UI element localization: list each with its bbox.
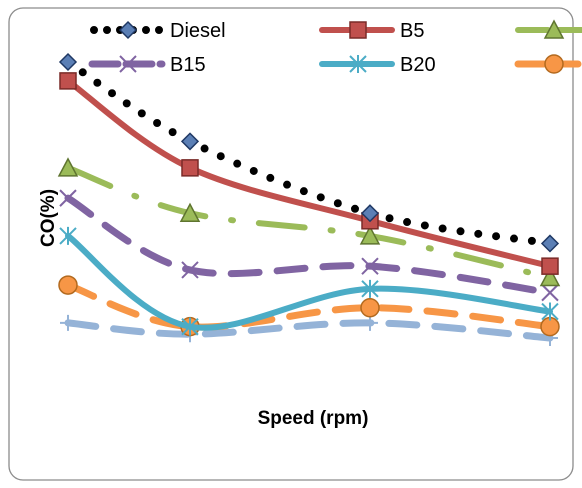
point-b10-2 xyxy=(179,202,201,222)
point-diesel-4 xyxy=(540,234,560,253)
legend-marker-b10 xyxy=(543,19,565,39)
series-layer xyxy=(57,52,561,346)
point-b15-4 xyxy=(541,283,559,302)
point-b20-4 xyxy=(541,302,559,321)
point-b20-3 xyxy=(361,279,379,298)
series-line-b10 xyxy=(65,164,553,281)
legend-item-b25: B25 xyxy=(514,54,582,74)
series-line-unnamed xyxy=(64,319,554,342)
legend-item-b20: B20 xyxy=(319,54,436,76)
point-b25-1 xyxy=(58,275,78,295)
point-b15-1 xyxy=(59,189,77,207)
legend-item-b10: B10 xyxy=(515,19,582,39)
legend-item-b5: B5 xyxy=(319,20,424,42)
legend-label-b20: B20 xyxy=(400,54,436,76)
legend-label-b5: B5 xyxy=(400,20,424,42)
legend-marker-b20 xyxy=(349,55,367,73)
legend-label-diesel: Diesel xyxy=(170,20,226,42)
legend-marker-b25 xyxy=(544,54,564,74)
chart-frame xyxy=(8,7,574,481)
series-diesel xyxy=(58,52,560,253)
point-unnamed-1 xyxy=(60,314,76,331)
y-axis-title: CO(%) xyxy=(38,189,59,247)
point-b10-3 xyxy=(359,225,381,245)
legend-marker-b15 xyxy=(119,55,137,73)
legend-label-b15: B15 xyxy=(170,54,206,76)
point-b20-1 xyxy=(59,226,77,245)
series-b5 xyxy=(59,72,559,275)
point-b5-2 xyxy=(181,159,199,177)
series-line-b25 xyxy=(64,281,554,331)
point-b25-3 xyxy=(360,298,380,318)
series-line-b5 xyxy=(65,77,553,270)
point-diesel-2 xyxy=(180,132,200,151)
point-b10-4 xyxy=(539,266,561,287)
series-b20 xyxy=(59,226,559,336)
series-line-b20 xyxy=(65,232,553,331)
point-diesel-1 xyxy=(58,52,78,72)
legend-item-b15: B15 xyxy=(88,54,206,76)
point-b15-3 xyxy=(361,257,379,275)
series-b25 xyxy=(58,275,560,337)
point-b10-1 xyxy=(57,157,79,177)
point-b15-2 xyxy=(181,261,199,279)
x-axis-title: Speed (rpm) xyxy=(258,408,369,429)
point-unnamed-3 xyxy=(362,314,378,331)
series-line-b15 xyxy=(64,194,554,297)
legend-item-diesel: Diesel xyxy=(90,20,226,42)
legend: Diesel B5 B10 B15 B20 B25 xyxy=(88,19,582,76)
series-b15 xyxy=(59,189,559,302)
point-b5-4 xyxy=(541,257,559,275)
point-b20-2 xyxy=(181,317,199,336)
point-b5-1 xyxy=(59,72,77,90)
legend-marker-b5 xyxy=(349,21,367,39)
legend-marker-diesel xyxy=(118,20,138,40)
point-diesel-3 xyxy=(360,204,380,223)
series-b10 xyxy=(57,157,561,287)
